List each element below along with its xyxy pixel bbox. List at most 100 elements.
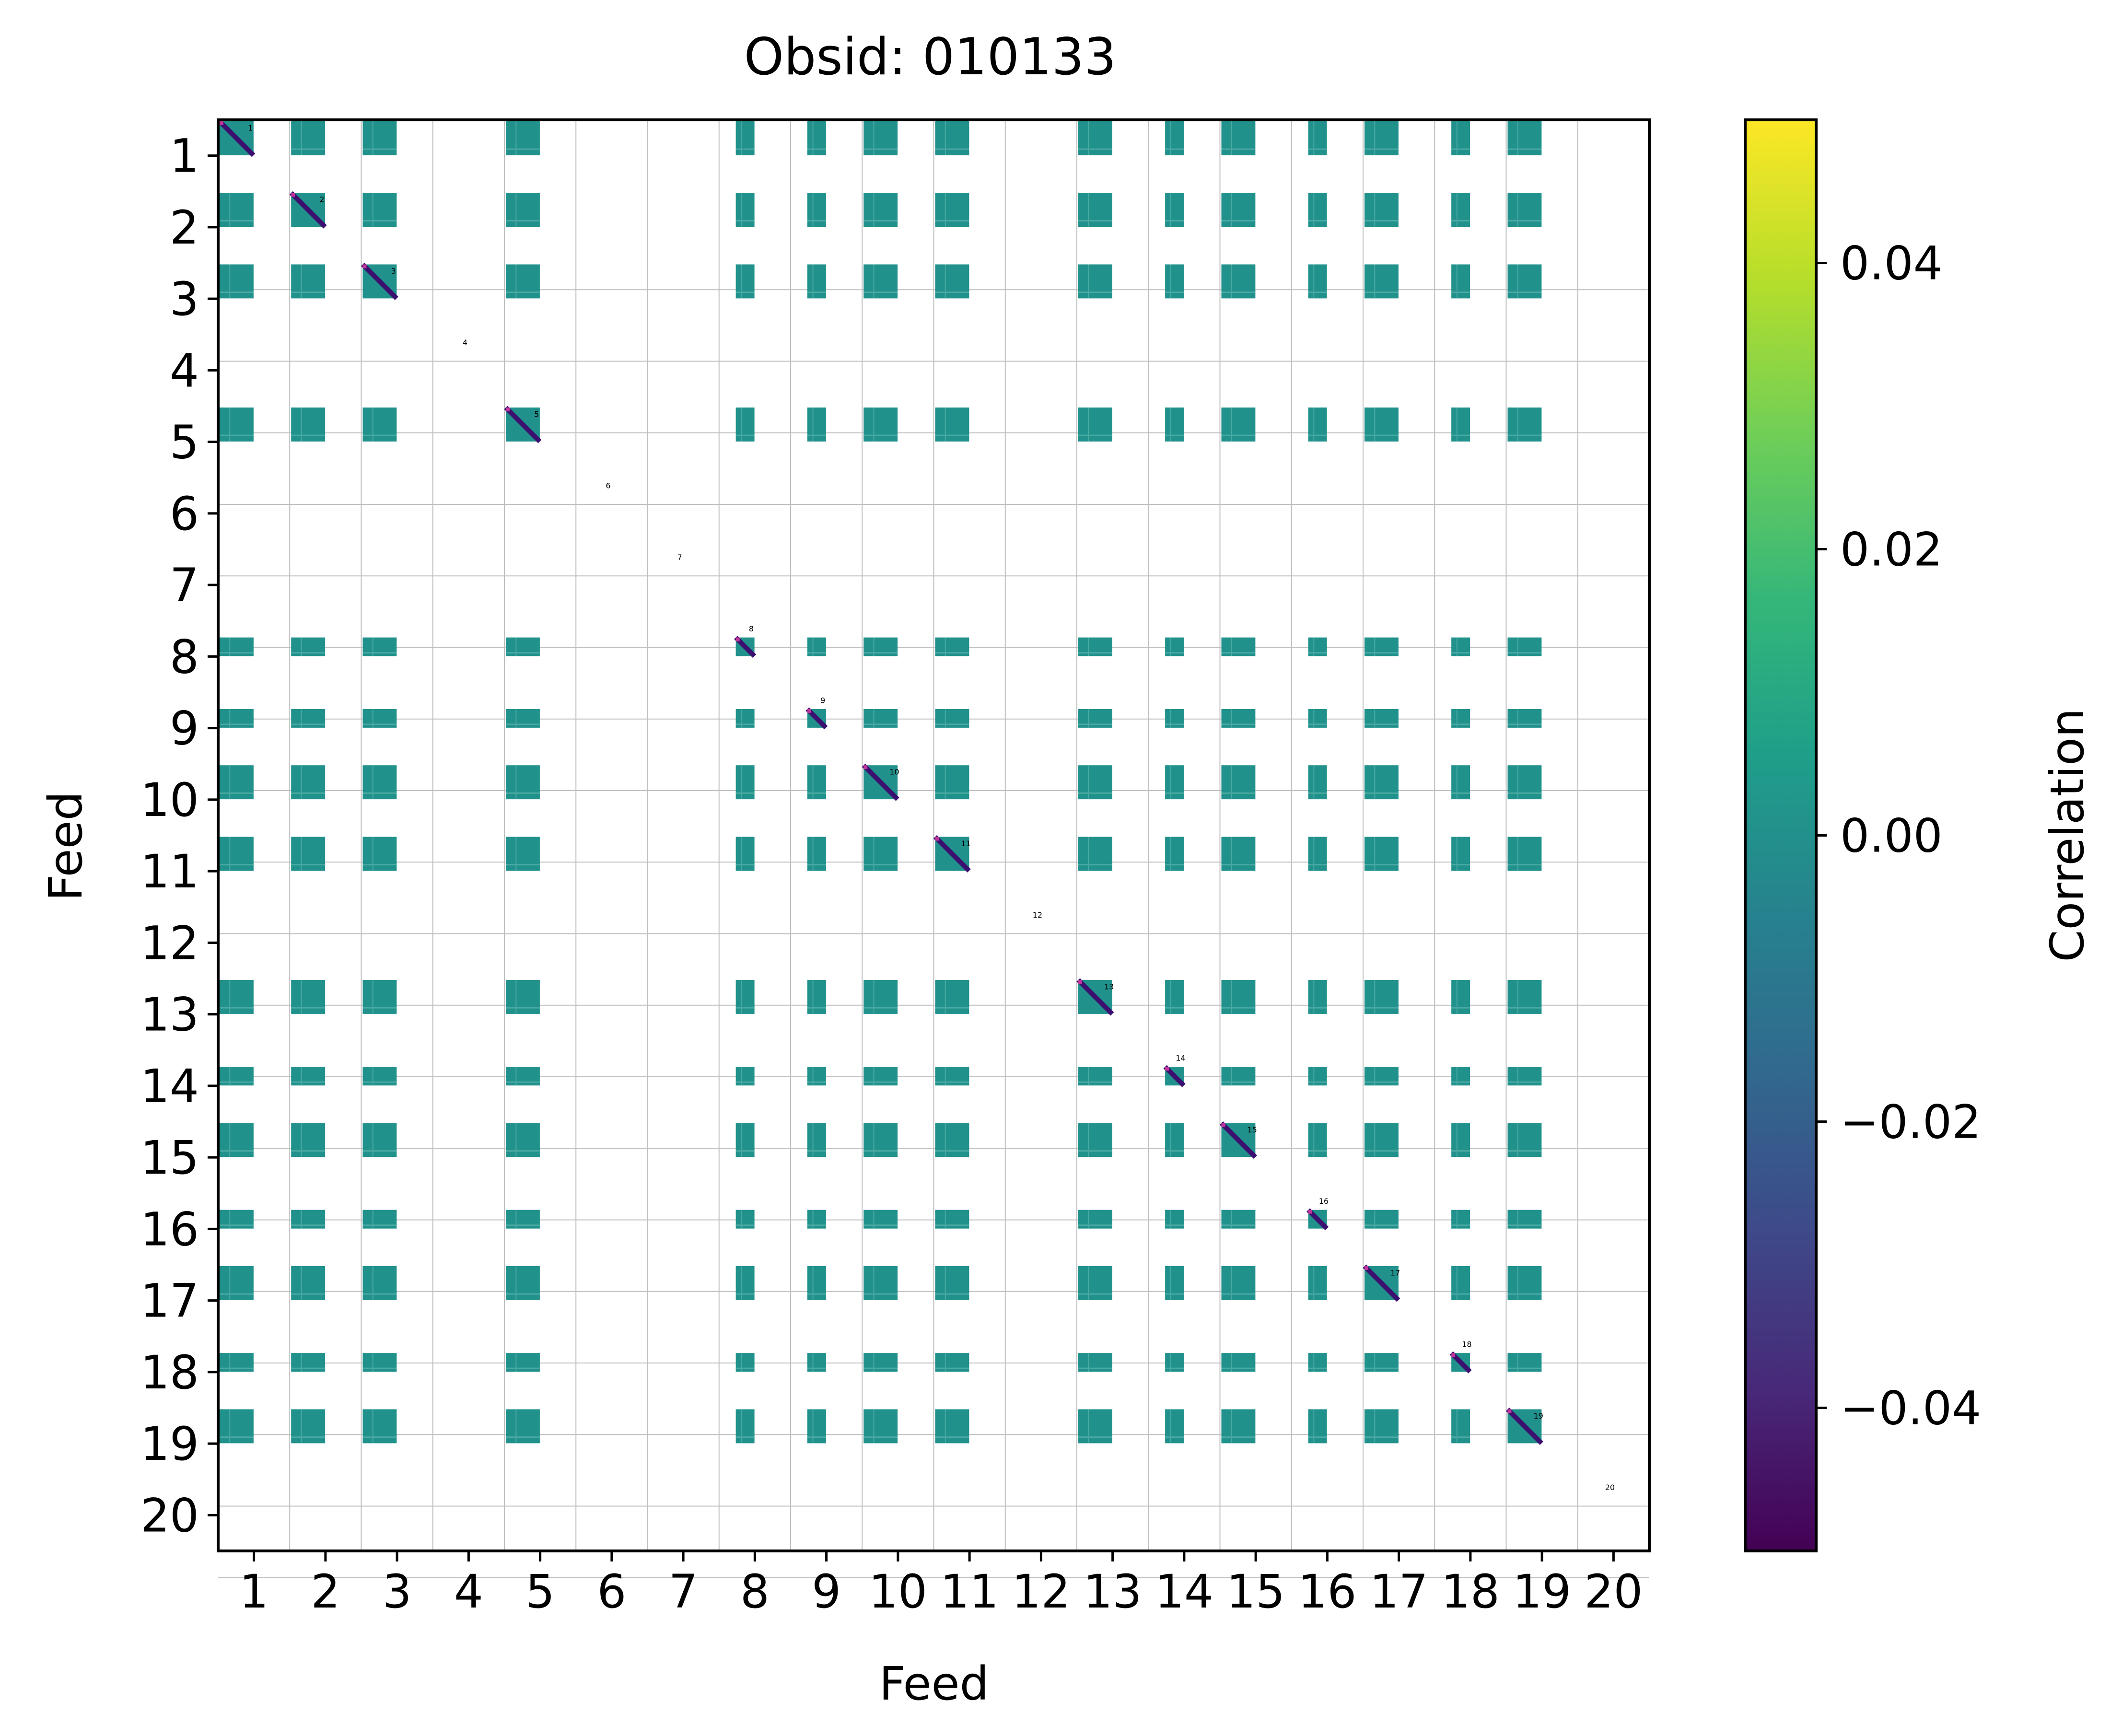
correlation-block (219, 837, 254, 871)
correlation-block (1308, 264, 1327, 299)
correlation-block (735, 979, 755, 1014)
correlation-block (1451, 1123, 1470, 1157)
x-tick-label: 5 (525, 1565, 555, 1619)
correlation-block (1364, 765, 1399, 800)
block-label-18: 18 (1462, 1340, 1471, 1349)
correlation-block (1451, 837, 1470, 871)
x-tick-label: 7 (669, 1565, 698, 1619)
correlation-block (1507, 193, 1542, 227)
y-tick-label: 19 (140, 1417, 199, 1471)
diagonal-marker-1 (219, 121, 223, 125)
correlation-block (807, 979, 826, 1014)
correlation-block (807, 121, 826, 155)
correlation-block (1165, 1123, 1184, 1157)
x-tick-label: 9 (812, 1565, 841, 1619)
correlation-block (362, 1409, 397, 1444)
correlation-block (1308, 193, 1327, 227)
correlation-block (1078, 264, 1112, 299)
correlation-block (935, 979, 969, 1014)
correlation-block (1078, 1123, 1112, 1157)
correlation-block (1507, 407, 1542, 442)
correlation-block (1364, 264, 1399, 299)
block-label-16: 16 (1319, 1197, 1329, 1206)
correlation-block (1364, 193, 1399, 227)
diagonal-marker-10 (863, 765, 868, 769)
correlation-block (362, 407, 397, 442)
diagonal-line-13 (1076, 978, 1114, 1016)
x-tick-label: 2 (311, 1565, 340, 1619)
x-tick-label: 17 (1370, 1565, 1428, 1619)
colorbar: 0.04 0.02 0.00 −0.02 −0.04 Correlation (1744, 118, 2094, 1552)
correlation-block (219, 1409, 254, 1444)
y-tick-label: 1 (170, 129, 199, 183)
correlation-block (1221, 264, 1256, 299)
x-tick-label: 14 (1155, 1565, 1213, 1619)
correlation-block (1507, 1123, 1542, 1157)
correlation-block (1364, 837, 1399, 871)
correlation-block (735, 765, 755, 800)
colorbar-tick-label: 0.02 (1840, 523, 1943, 577)
correlation-block (1165, 837, 1184, 871)
correlation-block (807, 1266, 826, 1300)
correlation-block (505, 264, 540, 299)
correlation-block (863, 1266, 898, 1300)
correlation-block (735, 1123, 755, 1157)
diagonal-marker-2 (291, 193, 295, 197)
block-label-6: 6 (606, 481, 610, 490)
correlation-block (505, 1123, 540, 1157)
diagonal-marker-18 (1451, 1353, 1456, 1357)
correlation-block (1507, 765, 1542, 800)
x-axis-ticks: 1 2 3 4 5 6 7 8 9 10 11 12 13 14 15 16 17 18 19 20 (239, 1551, 1643, 1619)
correlation-block (1221, 837, 1256, 871)
correlation-block (1507, 837, 1542, 871)
correlation-block (219, 1266, 254, 1300)
diagonal-line-1 (218, 119, 256, 157)
x-tick-label: 10 (869, 1565, 927, 1619)
x-tick-label: 13 (1084, 1565, 1142, 1619)
correlation-block (1165, 264, 1184, 299)
correlation-block (1078, 1409, 1112, 1444)
correlation-block (935, 765, 969, 800)
correlation-block (1308, 407, 1327, 442)
block-label-3: 3 (391, 267, 396, 276)
diagonal-line-10 (862, 763, 899, 801)
y-tick-label: 11 (140, 845, 199, 898)
correlation-block (807, 193, 826, 227)
correlation-block (807, 765, 826, 800)
colorbar-tick-label: 0.00 (1840, 809, 1943, 863)
feed-grid-lines (218, 120, 1649, 1578)
correlation-block (291, 837, 326, 871)
diagonal-line-19 (1505, 1407, 1543, 1445)
correlation-block (219, 193, 254, 227)
y-tick-label: 8 (170, 630, 199, 684)
correlation-block (505, 765, 540, 800)
correlation-block (1078, 193, 1112, 227)
colorbar-tick-label: −0.04 (1840, 1382, 1981, 1435)
diagonal-marker-15 (1221, 1123, 1225, 1127)
correlation-block (1451, 979, 1470, 1014)
correlation-block (362, 765, 397, 800)
y-tick-label: 5 (170, 416, 199, 469)
correlation-block (291, 1123, 326, 1157)
correlation-block (1078, 1266, 1112, 1300)
x-tick-label: 1 (239, 1565, 268, 1619)
correlation-block (1364, 1123, 1399, 1157)
correlation-block (807, 837, 826, 871)
correlation-block (1165, 193, 1184, 227)
colorbar-gradient (1744, 118, 1818, 1552)
x-tick-label: 18 (1441, 1565, 1500, 1619)
plot-frame (217, 118, 1651, 1552)
x-tick-label: 3 (383, 1565, 412, 1619)
diagonal-marker-11 (935, 837, 939, 841)
diagonal-line-15 (1219, 1121, 1257, 1159)
correlation-block (735, 121, 755, 155)
block-label-8: 8 (749, 624, 754, 633)
y-tick-label: 3 (170, 272, 199, 326)
correlation-block (1308, 837, 1327, 871)
y-tick-label: 9 (170, 702, 199, 756)
correlation-block (1451, 193, 1470, 227)
correlation-block (219, 407, 254, 442)
